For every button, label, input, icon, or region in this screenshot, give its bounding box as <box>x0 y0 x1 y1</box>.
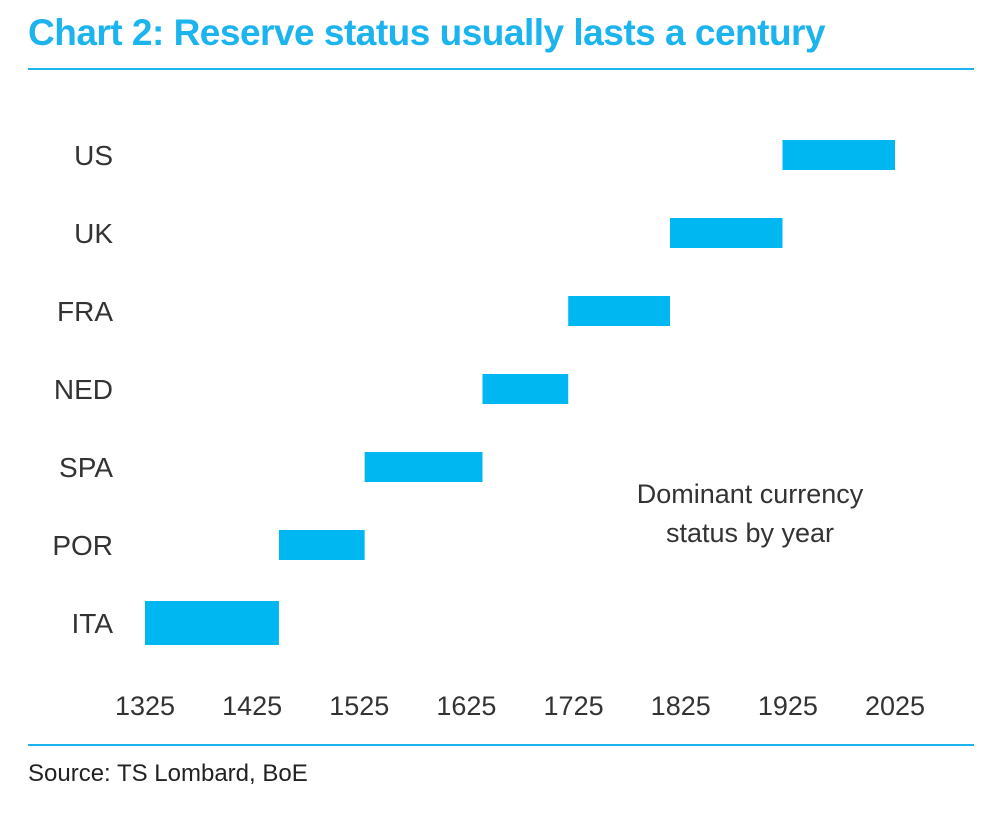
bar-spa <box>364 452 483 482</box>
title-divider <box>28 68 974 70</box>
y-axis-labels: US UK FRA NED SPA POR ITA <box>52 140 113 639</box>
x-tick-label-1625: 1625 <box>436 691 496 721</box>
y-label-us: US <box>74 140 113 171</box>
bar-uk <box>670 218 783 248</box>
source-note: Source: TS Lombard, BoE <box>28 760 308 787</box>
bar-ita <box>145 601 279 645</box>
x-tick-label-1825: 1825 <box>651 691 711 721</box>
x-tick-label-1925: 1925 <box>758 691 818 721</box>
x-tick-label-1325: 1325 <box>115 691 175 721</box>
y-label-ita: ITA <box>72 608 114 639</box>
annotation-line-1: Dominant currency <box>637 479 864 509</box>
x-tick-label-1425: 1425 <box>222 691 282 721</box>
y-label-ned: NED <box>54 374 113 405</box>
bar-us <box>782 140 895 170</box>
x-axis-labels: 1325 1425 1525 1625 1725 1825 1925 2025 <box>115 691 925 721</box>
bar-ned <box>482 374 569 404</box>
y-label-fra: FRA <box>57 296 113 327</box>
chart-plot: US UK FRA NED SPA POR ITA 1325 1425 1525 1625 1725… <box>52 140 925 721</box>
chart-title: Chart 2: Reserve status usually lasts a … <box>28 12 826 53</box>
annotation-line-2: status by year <box>666 518 834 548</box>
x-tick-label-1525: 1525 <box>329 691 389 721</box>
source-divider <box>28 744 974 746</box>
y-label-spa: SPA <box>59 452 113 483</box>
bar-por <box>278 530 365 560</box>
x-tick-label-1725: 1725 <box>544 691 604 721</box>
x-tick-label-2025: 2025 <box>865 691 925 721</box>
y-label-uk: UK <box>74 218 113 249</box>
bars <box>145 140 895 645</box>
bar-fra <box>568 296 670 326</box>
y-label-por: POR <box>52 530 113 561</box>
